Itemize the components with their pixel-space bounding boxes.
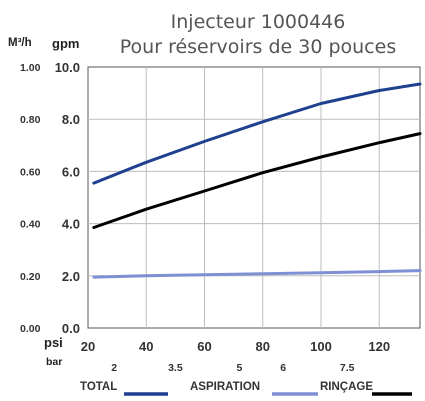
bar-tick-label: 5 bbox=[237, 362, 243, 374]
y-unit-m3h: M³/h bbox=[8, 37, 32, 49]
y-tick-label: 10.0 bbox=[55, 60, 80, 75]
x-tick-label: 80 bbox=[256, 339, 270, 354]
m3h-tick-label: 0.00 bbox=[20, 323, 41, 335]
x-unit-psi: psi bbox=[44, 335, 63, 350]
series-group bbox=[92, 82, 422, 279]
m3h-tick-label: 0.40 bbox=[20, 219, 41, 231]
y-tick-label: 2.0 bbox=[62, 269, 80, 284]
plot-area bbox=[87, 66, 421, 329]
legend-label-total: TOTAL bbox=[80, 381, 117, 393]
x-tick-label: 100 bbox=[310, 339, 332, 354]
grid bbox=[88, 67, 420, 328]
bar-tick-label: 3.5 bbox=[168, 362, 183, 374]
m3h-tick-label: 0.80 bbox=[20, 114, 41, 126]
psi-axis: 20 40 60 80 100 120 bbox=[81, 339, 390, 354]
chart-title: Injecteur 1000446 bbox=[171, 11, 346, 33]
series-line-rin-age bbox=[92, 132, 422, 229]
y-tick-label: 6.0 bbox=[62, 164, 80, 179]
x-tick-label: 60 bbox=[197, 339, 211, 354]
x-tick-label: 40 bbox=[139, 339, 153, 354]
legend-label-rin-age: RINÇAGE bbox=[320, 381, 373, 393]
y-unit-gpm: gpm bbox=[52, 36, 79, 51]
bar-tick-label: 2 bbox=[111, 362, 117, 374]
gpm-axis: 0.0 2.0 4.0 6.0 8.0 10.0 bbox=[55, 60, 80, 336]
bar-axis: 2 3.5 5 6 7.5 bbox=[111, 362, 354, 374]
y-tick-label: 0.0 bbox=[62, 321, 80, 336]
m3h-axis: 0.00 0.20 0.40 0.60 0.80 1.00 bbox=[20, 62, 41, 335]
legend-label-aspiration: ASPIRATION bbox=[190, 381, 260, 393]
y-tick-label: 8.0 bbox=[62, 112, 80, 127]
series-line-total bbox=[92, 82, 422, 185]
m3h-tick-label: 0.20 bbox=[20, 271, 41, 283]
x-tick-label: 120 bbox=[368, 339, 390, 354]
x-tick-label: 20 bbox=[81, 339, 95, 354]
y-tick-label: 4.0 bbox=[62, 217, 80, 232]
series-line-aspiration bbox=[92, 269, 422, 279]
bar-tick-label: 7.5 bbox=[340, 362, 355, 374]
bar-tick-label: 6 bbox=[280, 362, 286, 374]
x-unit-bar: bar bbox=[46, 356, 62, 368]
legend: TOTAL ASPIRATION RINÇAGE bbox=[80, 381, 412, 396]
chart-subtitle: Pour réservoirs de 30 pouces bbox=[120, 36, 396, 58]
m3h-tick-label: 1.00 bbox=[20, 62, 41, 74]
m3h-tick-label: 0.60 bbox=[20, 166, 41, 178]
